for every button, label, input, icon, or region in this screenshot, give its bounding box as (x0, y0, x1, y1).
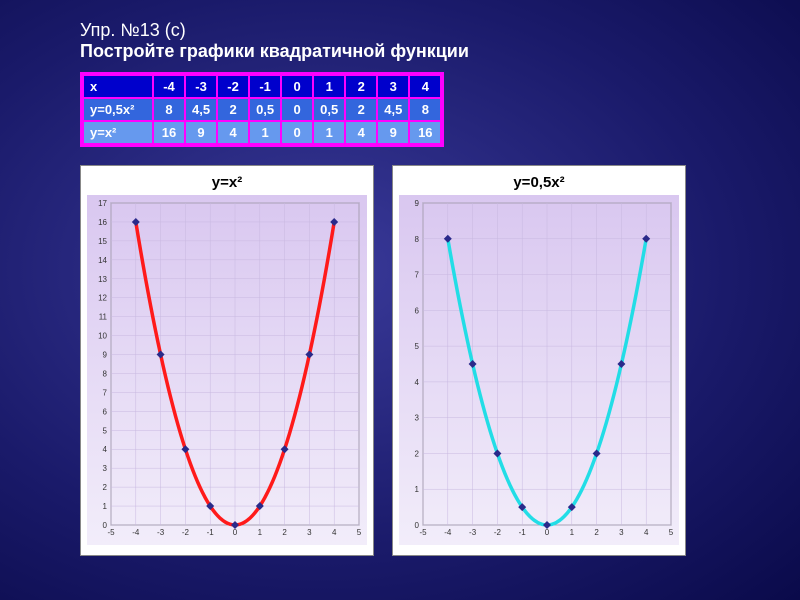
table-cell: 8 (410, 99, 440, 120)
svg-text:15: 15 (98, 237, 107, 246)
chart-2-plot: -5 -4 -3 -2 -1 0 1 2 3 4 5 0 1 2 3 4 5 6 7 8 9 (399, 195, 679, 545)
table-cell: -1 (250, 76, 280, 97)
chart-1: y=x² -5-4-3-2-10123450123456789101112131… (80, 165, 374, 556)
table-cell: 0 (282, 76, 312, 97)
table-cell: 3 (378, 76, 408, 97)
svg-text:4: 4 (644, 528, 649, 537)
slide-heading: Упр. №13 (с) Постройте графики квадратич… (80, 20, 720, 62)
svg-text:2: 2 (282, 528, 287, 537)
svg-text:4: 4 (415, 378, 420, 387)
heading-line2: Постройте графики квадратичной функции (80, 41, 720, 62)
svg-text:-2: -2 (182, 528, 190, 537)
svg-text:7: 7 (103, 388, 108, 397)
svg-text:8: 8 (103, 369, 108, 378)
svg-text:6: 6 (415, 306, 420, 315)
svg-text:16: 16 (98, 218, 107, 227)
svg-text:5: 5 (103, 426, 108, 435)
svg-text:7: 7 (415, 271, 420, 280)
svg-text:12: 12 (98, 294, 107, 303)
svg-text:-3: -3 (469, 528, 477, 537)
table-cell: 4 (410, 76, 440, 97)
table-cell: -4 (154, 76, 184, 97)
svg-text:4: 4 (332, 528, 337, 537)
table-cell: 9 (378, 122, 408, 143)
svg-text:13: 13 (98, 275, 107, 284)
table-cell: 0,5 (314, 99, 344, 120)
table-cell: 16 (154, 122, 184, 143)
table-cell: 2 (346, 99, 376, 120)
svg-text:9: 9 (415, 199, 420, 208)
svg-text:14: 14 (98, 256, 107, 265)
svg-text:3: 3 (415, 414, 420, 423)
svg-text:10: 10 (98, 332, 107, 341)
svg-text:5: 5 (415, 342, 420, 351)
svg-text:5: 5 (357, 528, 362, 537)
svg-text:11: 11 (99, 313, 108, 322)
svg-text:-3: -3 (157, 528, 165, 537)
table-cell: 0,5 (250, 99, 280, 120)
table-cell: -2 (218, 76, 248, 97)
table-cell: 4 (218, 122, 248, 143)
table-cell: 2 (218, 99, 248, 120)
svg-text:-4: -4 (444, 528, 452, 537)
svg-text:0: 0 (233, 528, 238, 537)
table-cell: 16 (410, 122, 440, 143)
svg-text:-5: -5 (419, 528, 427, 537)
svg-text:-1: -1 (207, 528, 215, 537)
svg-text:2: 2 (594, 528, 599, 537)
table-row-header: y=x² (84, 122, 152, 143)
svg-text:8: 8 (415, 235, 420, 244)
svg-text:2: 2 (103, 483, 108, 492)
svg-text:17: 17 (98, 199, 107, 208)
table-cell: 0 (282, 122, 312, 143)
svg-text:0: 0 (415, 521, 420, 530)
table-cell: 4,5 (186, 99, 216, 120)
heading-line1: Упр. №13 (с) (80, 20, 720, 41)
svg-text:3: 3 (619, 528, 624, 537)
svg-text:1: 1 (103, 502, 108, 511)
table-cell: 1 (314, 122, 344, 143)
svg-text:-4: -4 (132, 528, 140, 537)
svg-text:5: 5 (669, 528, 674, 537)
table-cell: 1 (250, 122, 280, 143)
svg-text:1: 1 (570, 528, 575, 537)
svg-text:1: 1 (258, 528, 263, 537)
table-cell: 1 (314, 76, 344, 97)
table-cell: 0 (282, 99, 312, 120)
table-cell: 9 (186, 122, 216, 143)
table-cell: 8 (154, 99, 184, 120)
table-cell: 2 (346, 76, 376, 97)
table-cell: 4 (346, 122, 376, 143)
svg-text:4: 4 (103, 445, 108, 454)
chart-1-title: y=x² (87, 174, 367, 191)
table-cell: 4,5 (378, 99, 408, 120)
chart-2: y=0,5x² -5 -4 -3 -2 -1 0 1 2 3 4 5 0 1 2 3 4 5 6 7 8 9 (392, 165, 686, 556)
svg-text:2: 2 (415, 449, 420, 458)
table-cell: -3 (186, 76, 216, 97)
chart-1-plot: -5-4-3-2-1012345012345678910111213141516… (87, 195, 367, 545)
table-row-header: y=0,5x² (84, 99, 152, 120)
charts-row: y=x² -5-4-3-2-10123450123456789101112131… (80, 165, 720, 556)
svg-text:0: 0 (103, 521, 108, 530)
svg-text:-5: -5 (107, 528, 115, 537)
svg-text:-1: -1 (519, 528, 527, 537)
svg-text:0: 0 (545, 528, 550, 537)
svg-text:6: 6 (103, 407, 108, 416)
data-table: x -4 -3 -2 -1 0 1 2 3 4 y=0,5x² 8 4,5 2 … (80, 72, 444, 147)
svg-text:3: 3 (307, 528, 312, 537)
table-row-header: x (84, 76, 152, 97)
svg-text:3: 3 (103, 464, 108, 473)
svg-text:-2: -2 (494, 528, 502, 537)
chart-2-title: y=0,5x² (399, 174, 679, 191)
svg-text:9: 9 (103, 351, 108, 360)
svg-text:1: 1 (415, 485, 420, 494)
